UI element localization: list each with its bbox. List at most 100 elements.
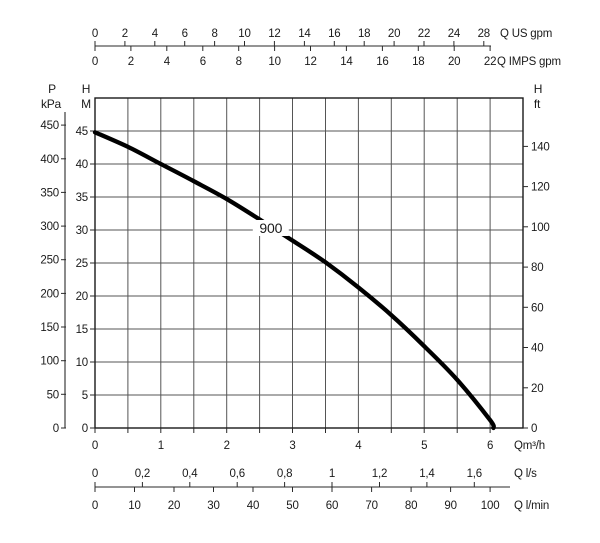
tick-label: 0: [53, 423, 59, 435]
axis-header-h-m: H: [82, 82, 90, 96]
curve-label-backing: [252, 220, 289, 236]
axis-title-us-gpm: Q US gpm: [500, 28, 552, 40]
tick-label: 300: [40, 221, 59, 233]
tick-label: 20: [388, 28, 400, 40]
axis-header-p-kpa: P: [48, 82, 56, 96]
tick-label: 100: [481, 500, 500, 512]
tick-label: 14: [340, 56, 353, 68]
grid: [95, 98, 523, 428]
tick-label: 4: [164, 56, 171, 68]
axis-title-ls: Q l/s: [514, 468, 537, 480]
tick-label: 2: [122, 28, 128, 40]
tick-label: 45: [76, 126, 88, 138]
axis-header-h-ft: H: [534, 82, 542, 96]
tick-label: 60: [531, 302, 543, 314]
tick-label: 1: [329, 468, 335, 480]
axis-ls-lmin: 0 0,2 0,4 0,6 0,8 1 1,2 1,4 1,6 Q l/s 0 10 20 30 40 50 6…: [92, 468, 549, 512]
axis-m3h: 0 1 2 3 4 5 6 Qm³/h: [92, 428, 545, 452]
tick-label: 50: [47, 389, 59, 401]
tick-label: 12: [268, 28, 280, 40]
tick-label: 14: [298, 28, 311, 40]
axis-header-p-kpa: kPa: [41, 97, 62, 111]
tick-label: 16: [328, 28, 340, 40]
tick-label: 20: [448, 56, 460, 68]
tick-label: 0: [82, 423, 88, 435]
tick-label: 30: [207, 500, 219, 512]
tick-label: 400: [40, 154, 59, 166]
pump-curve-900: [92, 130, 496, 431]
tick-label: 0: [92, 500, 98, 512]
tick-label: 90: [444, 500, 456, 512]
curve-label-900: 900: [259, 220, 282, 236]
tick-label: 100: [531, 222, 550, 234]
tick-label: 50: [286, 500, 298, 512]
tick-label: 0: [531, 423, 537, 435]
tick-label: 4: [355, 440, 362, 452]
tick-label: 10: [268, 56, 280, 68]
axis-head-m: 0 5 10 15 20 25 30 35 40 45 HM: [76, 82, 95, 435]
tick-label: 150: [40, 322, 59, 334]
tick-label: 2: [128, 56, 134, 68]
tick-label: 6: [487, 440, 493, 452]
tick-label: 60: [326, 500, 338, 512]
tick-label: 40: [76, 159, 88, 171]
tick-label: 200: [40, 288, 59, 300]
tick-label: 6: [200, 56, 206, 68]
tick-label: 28: [478, 28, 490, 40]
tick-label: 10: [238, 28, 250, 40]
tick-label: 2: [224, 440, 230, 452]
tick-label: 1: [158, 440, 164, 452]
tick-label: 20: [531, 383, 543, 395]
tick-label: 0,6: [230, 468, 245, 480]
tick-label: 10: [76, 357, 88, 369]
tick-label: 0,4: [182, 468, 198, 480]
tick-label: 10: [128, 500, 140, 512]
tick-label: 40: [247, 500, 259, 512]
tick-label: 22: [484, 56, 496, 68]
tick-label: 40: [531, 343, 543, 355]
tick-label: 16: [376, 56, 388, 68]
tick-label: 5: [82, 390, 88, 402]
tick-label: 80: [405, 500, 417, 512]
tick-label: 35: [76, 192, 88, 204]
axis-title-imps-gpm: Q IMPS gpm: [497, 56, 561, 68]
axis-head-ft: 0 20 40 60 80 100 120 140 Hft: [523, 82, 550, 435]
tick-label: 4: [152, 28, 159, 40]
tick-label: 140: [531, 141, 550, 153]
tick-label: 8: [211, 28, 217, 40]
tick-label: 1,2: [372, 468, 387, 480]
tick-label: 0: [92, 440, 98, 452]
tick-label: 250: [40, 255, 59, 267]
tick-label: 3: [289, 440, 295, 452]
tick-label: 80: [531, 262, 543, 274]
tick-label: 450: [40, 120, 59, 132]
tick-label: 0,2: [135, 468, 150, 480]
tick-label: 1,6: [467, 468, 482, 480]
tick-label: 5: [421, 440, 427, 452]
axis-header-h-m: M: [81, 97, 91, 111]
tick-label: 12: [304, 56, 316, 68]
tick-label: 20: [168, 500, 180, 512]
tick-label: 120: [531, 182, 550, 194]
tick-label: 0: [92, 56, 98, 68]
tick-label: 100: [40, 356, 59, 368]
tick-label: 22: [418, 28, 430, 40]
tick-label: 1,4: [419, 468, 435, 480]
axis-title-lmin: Q l/min: [514, 500, 549, 512]
tick-label: 0: [92, 468, 98, 480]
tick-label: 70: [365, 500, 377, 512]
tick-label: 15: [76, 324, 88, 336]
tick-label: 8: [236, 56, 242, 68]
tick-label: 24: [448, 28, 461, 40]
tick-label: 25: [76, 258, 88, 270]
axis-title-m3h: Qm³/h: [514, 440, 545, 452]
tick-label: 350: [40, 187, 59, 199]
tick-label: 30: [76, 225, 88, 237]
tick-label: 0: [92, 28, 98, 40]
axis-header-h-ft: ft: [534, 97, 541, 111]
tick-label: 18: [358, 28, 370, 40]
